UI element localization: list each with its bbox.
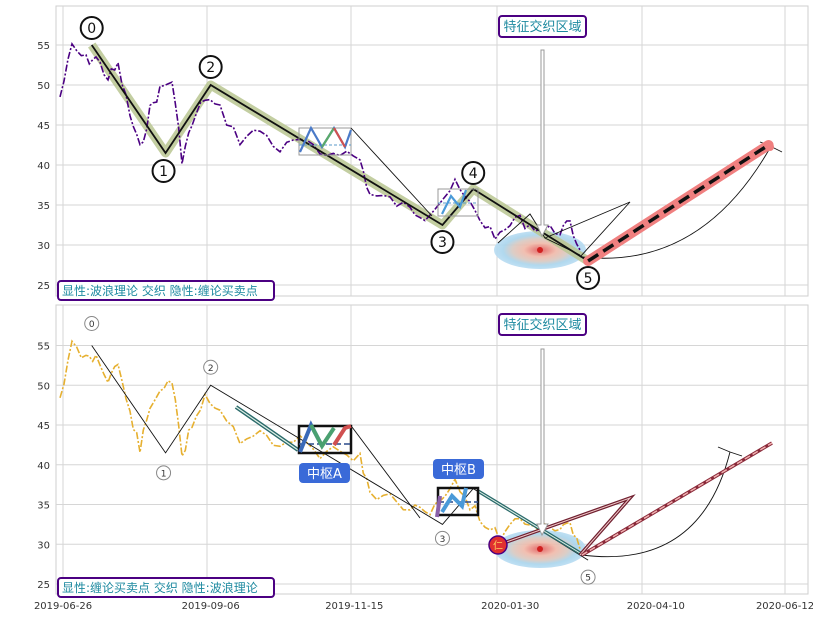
- wave-label-text: 0: [87, 21, 96, 37]
- top-legend-text: 显性:波浪理论 交织 隐性:缠论买卖点: [62, 283, 258, 298]
- y-tick-label: 25: [37, 580, 50, 591]
- bottom-y-axis: 25 30 35 40 45 50 55: [37, 342, 50, 592]
- y-tick-label: 55: [37, 342, 50, 353]
- bottom-legend: 显性:缠论买卖点 交织 隐性:波浪理论: [58, 578, 274, 597]
- y-tick-label: 25: [37, 281, 50, 292]
- y-tick-label: 40: [37, 461, 50, 472]
- bottom-buy-marker: 仁: [489, 536, 507, 554]
- wave-label-text: 3: [440, 535, 446, 545]
- y-tick-label: 30: [37, 540, 50, 551]
- bottom-legend-text: 显性:缠论买卖点 交织 隐性:波浪理论: [62, 580, 258, 595]
- y-tick-label: 45: [37, 421, 50, 432]
- wave-label-text: 5: [584, 271, 593, 287]
- x-tick-label: 2020-06-12: [756, 601, 813, 612]
- bottom-plot-area: [56, 305, 808, 594]
- wave-label-text: 3: [438, 235, 447, 251]
- wave-label-text: 0: [89, 320, 95, 330]
- x-tick-label: 2019-06-26: [34, 601, 92, 612]
- bottom-zone-center-dot: [537, 546, 543, 552]
- top-legend: 显性:波浪理论 交织 隐性:缠论买卖点: [58, 281, 274, 300]
- top-zone-center-dot: [537, 247, 543, 253]
- wave-label-text: 5: [585, 574, 591, 584]
- y-tick-label: 30: [37, 241, 50, 252]
- pivot-a-label: 中枢A: [307, 467, 342, 482]
- x-tick-label: 2019-11-15: [325, 601, 383, 612]
- y-tick-label: 40: [37, 161, 50, 172]
- x-axis: 2019-06-26 2019-09-06 2019-11-15 2020-01-30…: [34, 601, 813, 612]
- wave-label-text: 1: [161, 469, 167, 479]
- x-tick-label: 2020-04-10: [627, 601, 685, 612]
- top-title-text: 特征交织区域: [503, 19, 581, 35]
- x-tick-label: 2019-09-06: [182, 601, 240, 612]
- wave-label-text: 4: [469, 166, 478, 182]
- wave-label-text: 2: [208, 364, 214, 374]
- top-projection-end: [766, 143, 774, 151]
- wave-label-text: 1: [159, 164, 168, 180]
- y-tick-label: 35: [37, 501, 50, 512]
- top-title-box: 特征交织区域: [499, 16, 586, 37]
- buy-marker-label: 仁: [493, 540, 503, 552]
- x-tick-label: 2020-01-30: [481, 601, 539, 612]
- y-tick-label: 45: [37, 121, 50, 132]
- top-y-axis: 25 30 35 40 45 50 55: [37, 41, 50, 292]
- y-tick-label: 55: [37, 41, 50, 52]
- wave-label-text: 2: [206, 60, 215, 76]
- bottom-title-text: 特征交织区域: [503, 317, 581, 333]
- bottom-title-box: 特征交织区域: [499, 314, 586, 335]
- y-tick-label: 35: [37, 201, 50, 212]
- y-tick-label: 50: [37, 381, 50, 392]
- pivot-b-label: 中枢B: [441, 463, 476, 478]
- y-tick-label: 50: [37, 81, 50, 92]
